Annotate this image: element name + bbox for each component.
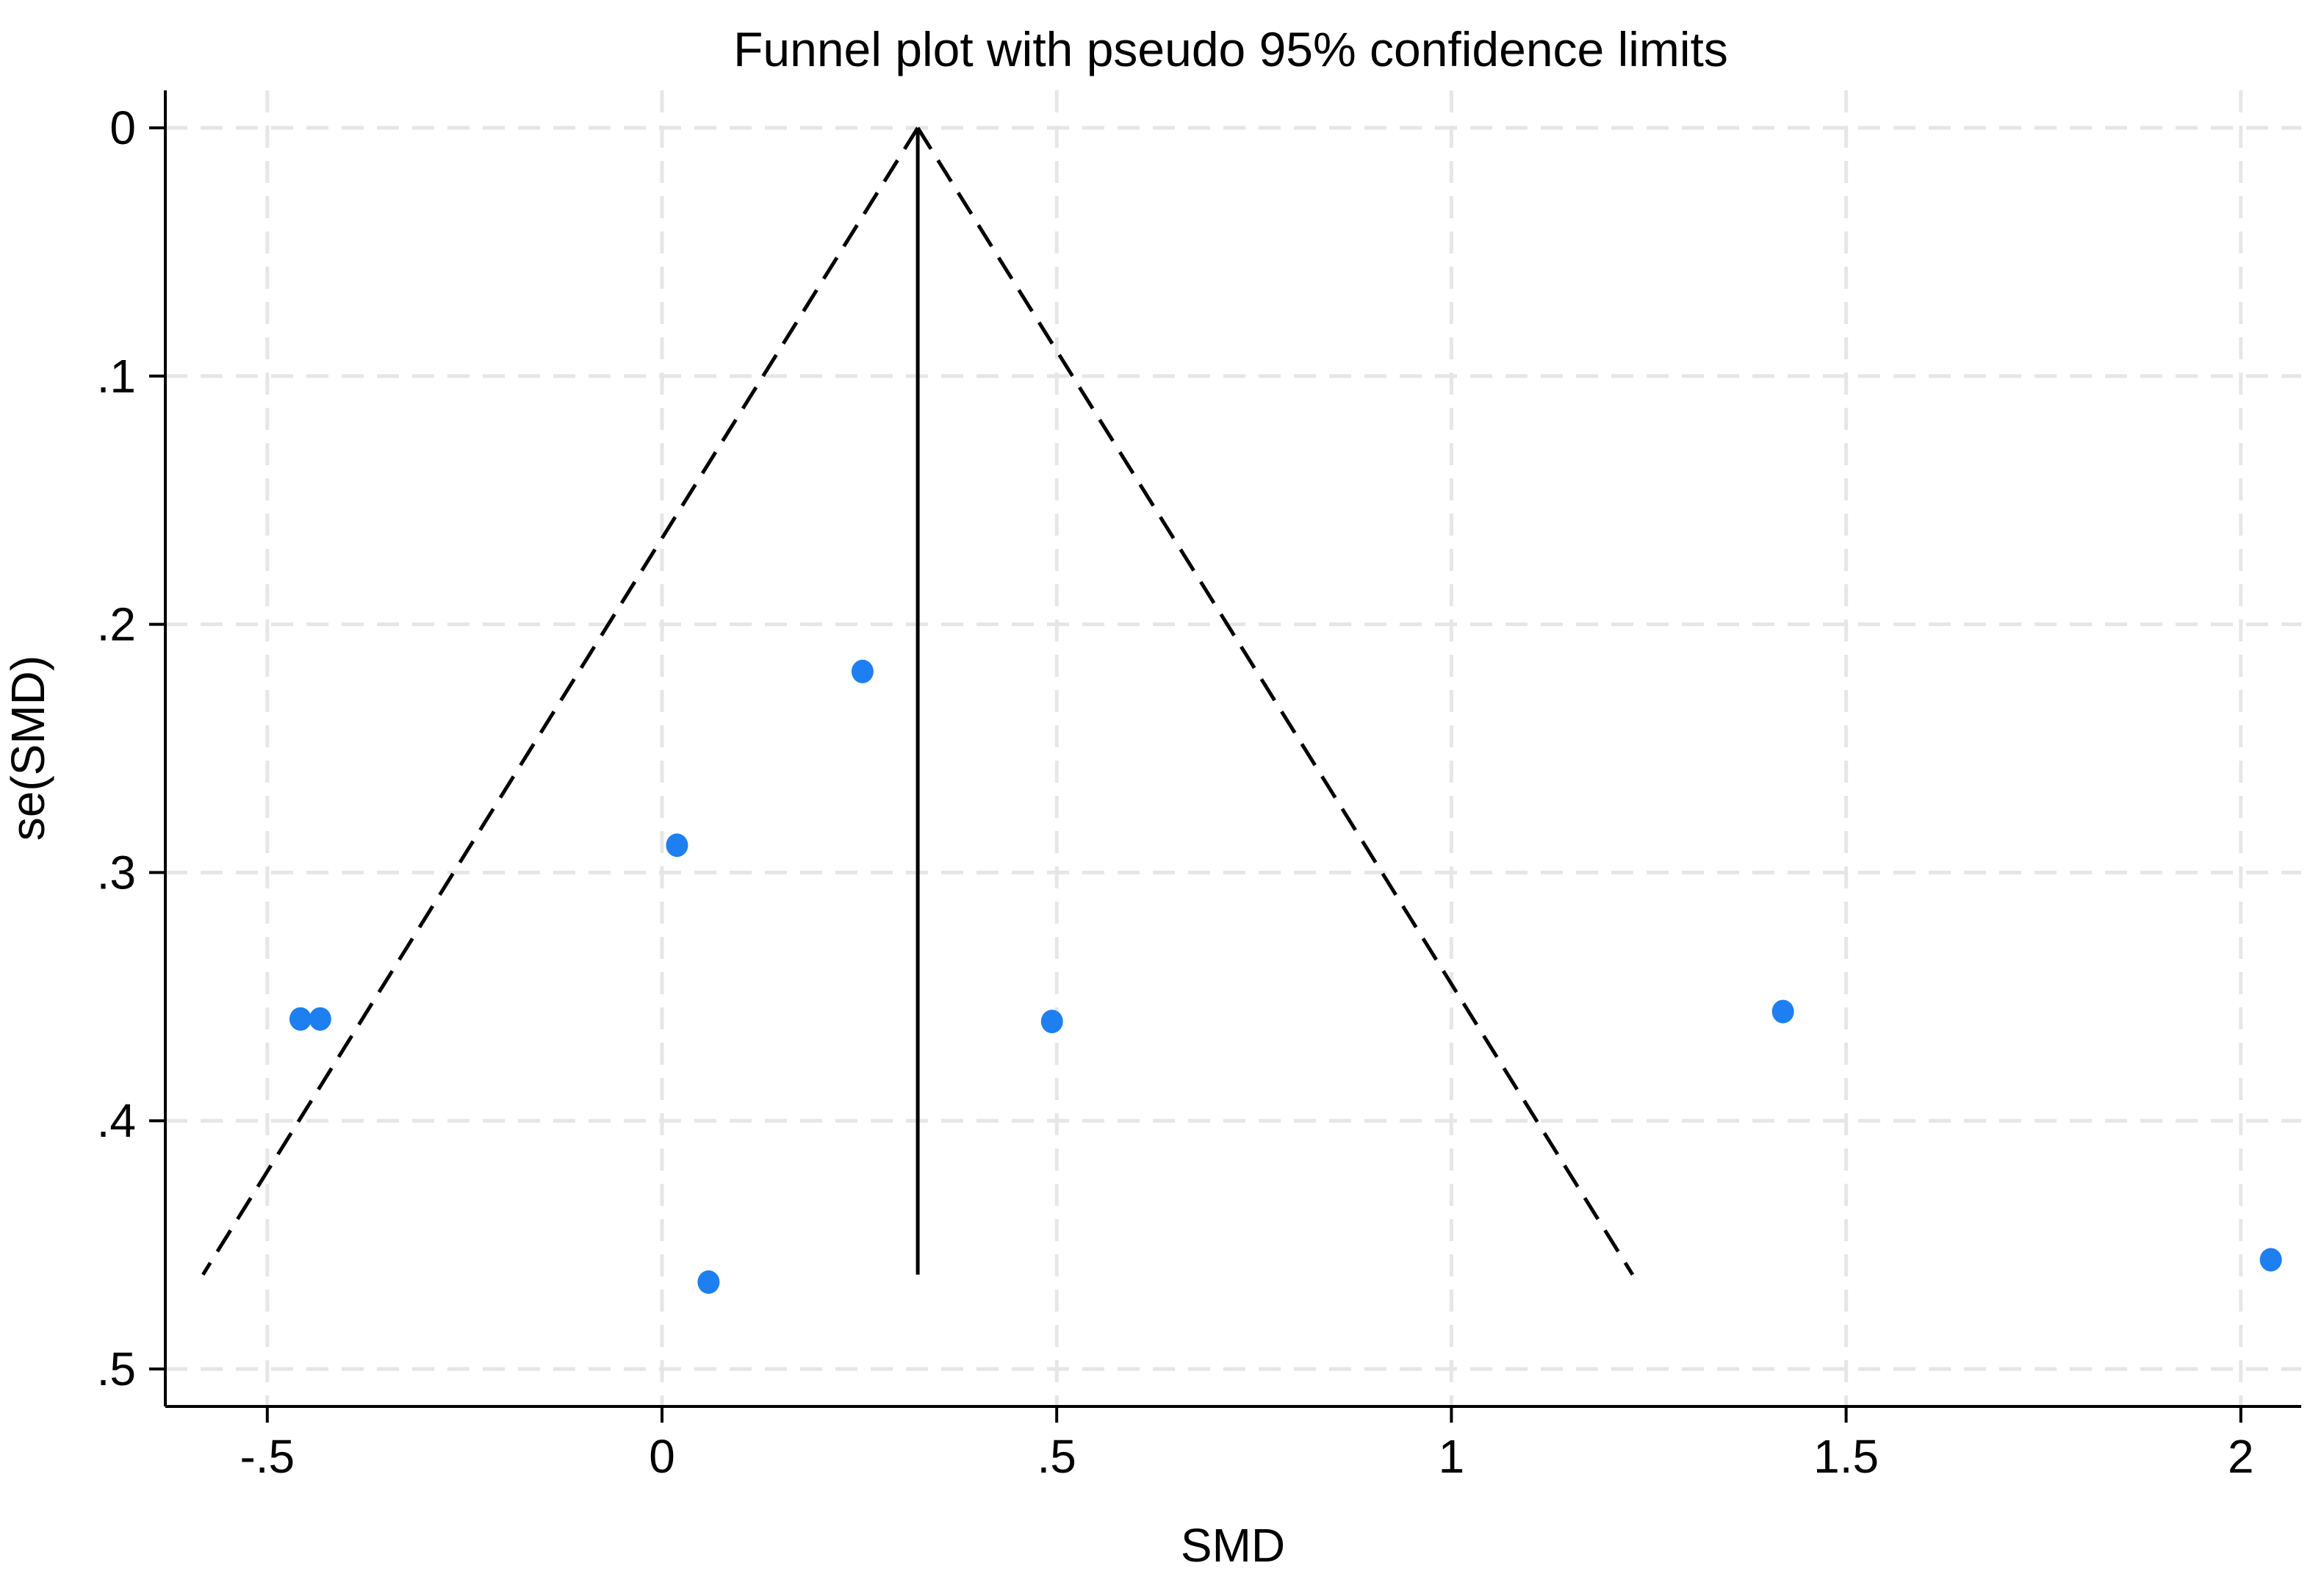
y-tick-label: .4 — [97, 1094, 136, 1147]
y-tick-label: .5 — [97, 1343, 136, 1395]
x-tick-label: -.5 — [240, 1430, 295, 1483]
data-point — [666, 833, 688, 858]
data-point — [1040, 1010, 1063, 1034]
x-tick-label: 1.5 — [1813, 1430, 1879, 1483]
x-tick-label: 0 — [649, 1430, 675, 1483]
y-tick-label: .2 — [97, 598, 136, 651]
upper-confidence-limit — [915, 126, 1635, 1276]
y-tick-label: 0 — [109, 101, 136, 154]
x-axis-label: SMD — [1181, 1519, 1285, 1572]
data-point — [309, 1007, 331, 1031]
lower-confidence-limit — [201, 126, 920, 1276]
data-point — [697, 1270, 720, 1294]
y-tick-label: .1 — [97, 350, 136, 403]
data-point — [2259, 1248, 2282, 1272]
x-tick-label: 1 — [1439, 1430, 1465, 1483]
y-axis-label: se(SMD) — [1, 655, 54, 841]
x-tick-label: 2 — [2228, 1430, 2254, 1483]
chart-title: Funnel plot with pseudo 95% confidence l… — [733, 22, 1728, 76]
data-point — [1771, 999, 1794, 1024]
data-point — [289, 1007, 312, 1031]
x-tick-label: .5 — [1037, 1430, 1076, 1483]
data-point — [851, 659, 874, 683]
y-tick-label: .3 — [97, 846, 136, 899]
